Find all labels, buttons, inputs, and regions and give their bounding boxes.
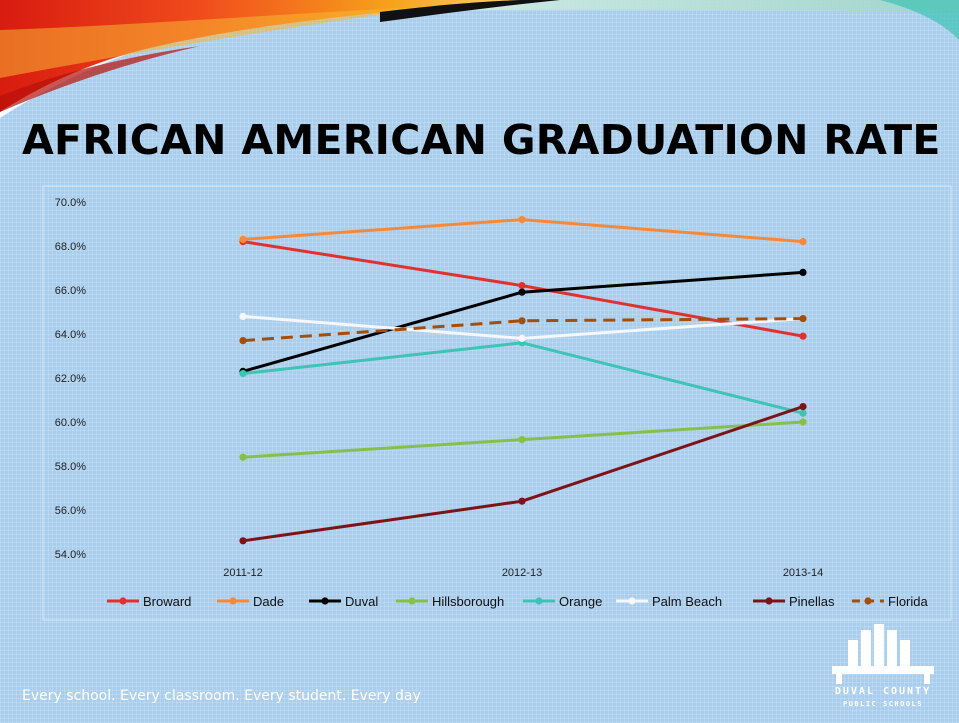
data-point-palm-beach <box>518 334 526 342</box>
legend-label: Dade <box>253 594 284 609</box>
legend-label: Pinellas <box>789 594 835 609</box>
legend-marker <box>864 597 872 605</box>
legend-item-florida: Florida <box>852 594 929 609</box>
data-point-duval <box>799 268 807 276</box>
legend-label: Orange <box>559 594 602 609</box>
legend-label: Palm Beach <box>652 594 722 609</box>
y-tick-label: 60.0% <box>55 417 86 429</box>
data-point-hillsborough <box>518 436 526 444</box>
y-tick-label: 56.0% <box>55 505 86 517</box>
legend-item-hillsborough: Hillsborough <box>396 594 504 609</box>
legend-item-broward: Broward <box>107 594 191 609</box>
data-point-broward <box>799 332 807 340</box>
legend-marker <box>628 597 636 605</box>
y-tick-label: 68.0% <box>55 241 86 253</box>
data-point-pinellas <box>239 537 247 545</box>
y-tick-label: 54.0% <box>55 549 86 561</box>
y-tick-label: 58.0% <box>55 461 86 473</box>
y-tick-label: 62.0% <box>55 373 86 385</box>
data-point-duval <box>518 288 526 296</box>
building-skyline-icon <box>832 624 934 684</box>
legend-item-orange: Orange <box>523 594 602 609</box>
y-tick-label: 64.0% <box>55 329 86 341</box>
legend-item-dade: Dade <box>217 594 284 609</box>
series-line-orange <box>241 341 805 415</box>
legend-marker <box>535 597 543 605</box>
y-tick-label: 66.0% <box>55 285 86 297</box>
legend-marker <box>229 597 237 605</box>
legend-item-palm-beach: Palm Beach <box>616 594 722 609</box>
data-point-orange <box>239 370 247 378</box>
x-tick-label: 2013-14 <box>783 567 823 579</box>
data-point-florida <box>239 337 247 345</box>
legend-label: Duval <box>345 594 378 609</box>
legend-item-duval: Duval <box>309 594 378 609</box>
data-point-dade <box>239 235 247 243</box>
data-point-hillsborough <box>799 418 807 426</box>
data-point-broward <box>518 282 526 290</box>
legend-marker <box>119 597 127 605</box>
legend-label: Hillsborough <box>432 594 504 609</box>
data-point-dade <box>799 238 807 246</box>
header-swoosh-decoration <box>0 0 959 118</box>
district-logo: DUVAL COUNTY PUBLIC SCHOOLS <box>818 622 948 712</box>
data-point-hillsborough <box>239 453 247 461</box>
data-point-pinellas <box>518 497 526 505</box>
legend-marker <box>765 597 773 605</box>
y-tick-label: 70.0% <box>55 197 86 209</box>
data-point-dade <box>518 216 526 224</box>
slide-tagline: Every school. Every classroom. Every stu… <box>22 688 421 704</box>
chart-area-border <box>42 185 952 621</box>
data-point-pinellas <box>799 403 807 411</box>
data-point-florida <box>799 315 807 323</box>
logo-text-line1: DUVAL COUNTY <box>834 686 932 697</box>
data-point-palm-beach <box>239 312 247 320</box>
legend-marker <box>321 597 329 605</box>
legend-label: Florida <box>888 594 929 609</box>
data-point-orange <box>799 409 807 417</box>
logo-text-line2: PUBLIC SCHOOLS <box>842 700 923 708</box>
legend-marker <box>408 597 416 605</box>
legend-item-pinellas: Pinellas <box>753 594 835 609</box>
slide-title: AFRICAN AMERICAN GRADUATION RATE <box>22 116 941 164</box>
x-tick-label: 2012-13 <box>502 567 542 579</box>
legend-label: Broward <box>143 594 191 609</box>
data-point-florida <box>518 317 526 325</box>
series-line-florida <box>242 317 804 343</box>
x-tick-label: 2011-12 <box>223 567 263 579</box>
